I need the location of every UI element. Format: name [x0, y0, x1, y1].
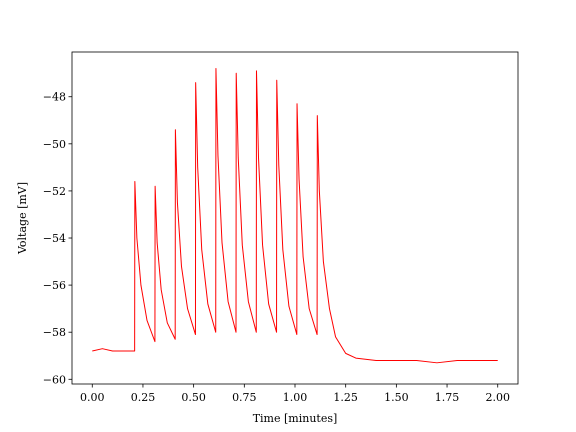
y-tick-label: −50 [43, 138, 66, 151]
x-tick-label: 1.50 [384, 391, 409, 404]
axes-frame [71, 51, 519, 385]
x-tick-label: 0.00 [80, 391, 105, 404]
y-tick-label: −58 [43, 326, 66, 339]
x-tick-label: 0.75 [232, 391, 257, 404]
y-tick-label: −52 [43, 185, 66, 198]
x-axis-label: Time [minutes] [253, 412, 338, 425]
x-tick-label: 2.00 [485, 391, 510, 404]
x-tick-label: 1.25 [333, 391, 358, 404]
x-tick-label: 1.00 [283, 391, 308, 404]
x-tick-label: 1.75 [435, 391, 460, 404]
voltage-trace [92, 67, 498, 364]
y-tick-label: −60 [43, 373, 66, 386]
y-tick-label: −56 [43, 279, 66, 292]
y-tick-label: −48 [43, 91, 66, 104]
x-tick-label: 0.50 [181, 391, 206, 404]
x-tick-label: 0.25 [131, 391, 156, 404]
y-tick-label: −54 [43, 232, 66, 245]
y-axis-label: Voltage [mV] [16, 182, 29, 255]
